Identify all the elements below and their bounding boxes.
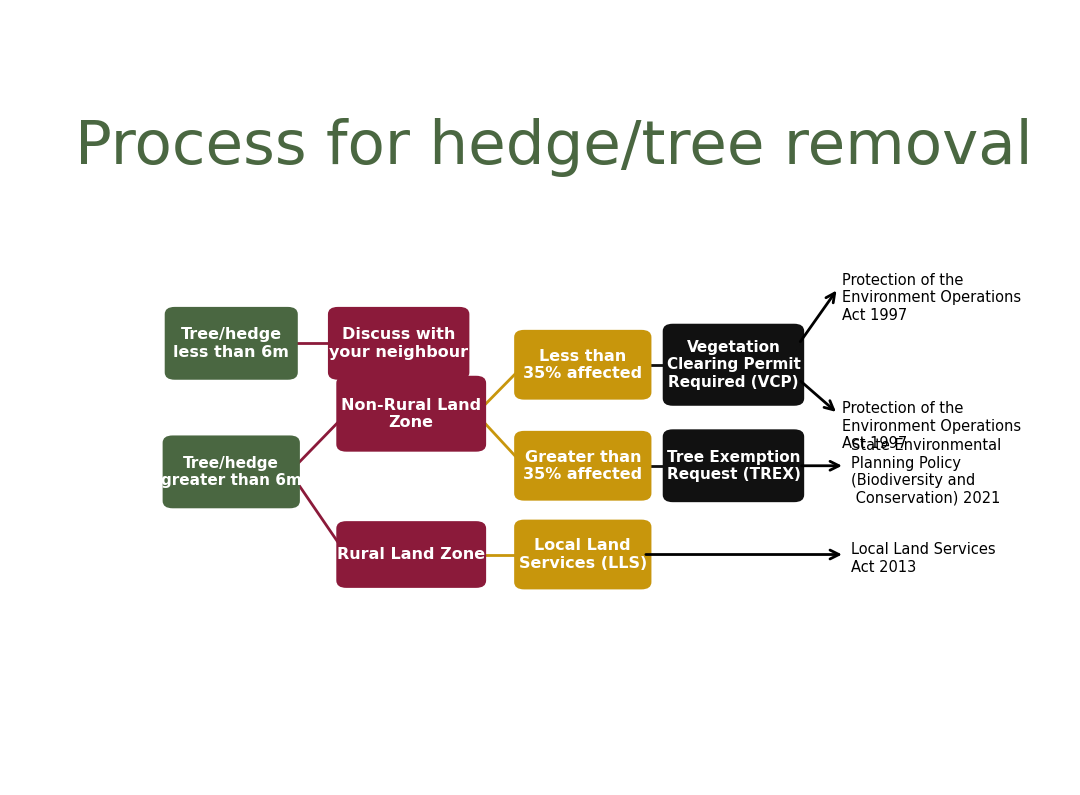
FancyBboxPatch shape [514, 330, 651, 400]
Text: Tree/hedge
greater than 6m: Tree/hedge greater than 6m [161, 456, 301, 488]
Text: Local Land
Services (LLS): Local Land Services (LLS) [518, 538, 647, 571]
Text: Process for hedge/tree removal: Process for hedge/tree removal [75, 118, 1032, 177]
Text: Discuss with
your neighbour: Discuss with your neighbour [329, 327, 469, 359]
FancyBboxPatch shape [336, 522, 486, 588]
FancyBboxPatch shape [163, 436, 300, 508]
Text: Tree Exemption
Request (TREX): Tree Exemption Request (TREX) [666, 449, 800, 482]
Text: Non-Rural Land
Zone: Non-Rural Land Zone [341, 398, 482, 430]
FancyBboxPatch shape [165, 307, 298, 380]
Text: Tree/hedge
less than 6m: Tree/hedge less than 6m [173, 327, 289, 359]
FancyBboxPatch shape [514, 520, 651, 589]
Text: State Environmental
Planning Policy
(Biodiversity and
 Conservation) 2021: State Environmental Planning Policy (Bio… [851, 438, 1001, 506]
Text: Protection of the
Environment Operations
Act 1997: Protection of the Environment Operations… [842, 273, 1022, 323]
Text: Greater than
35% affected: Greater than 35% affected [523, 449, 643, 482]
FancyBboxPatch shape [336, 376, 486, 452]
FancyBboxPatch shape [328, 307, 470, 380]
Text: Vegetation
Clearing Permit
Required (VCP): Vegetation Clearing Permit Required (VCP… [666, 339, 800, 390]
Text: Rural Land Zone: Rural Land Zone [337, 547, 485, 562]
Text: Local Land Services
Act 2013: Local Land Services Act 2013 [851, 542, 996, 575]
FancyBboxPatch shape [663, 324, 805, 405]
FancyBboxPatch shape [663, 429, 805, 502]
Text: Less than
35% affected: Less than 35% affected [523, 348, 643, 381]
Text: Protection of the
Environment Operations
Act 1997: Protection of the Environment Operations… [842, 401, 1022, 452]
FancyBboxPatch shape [514, 431, 651, 501]
